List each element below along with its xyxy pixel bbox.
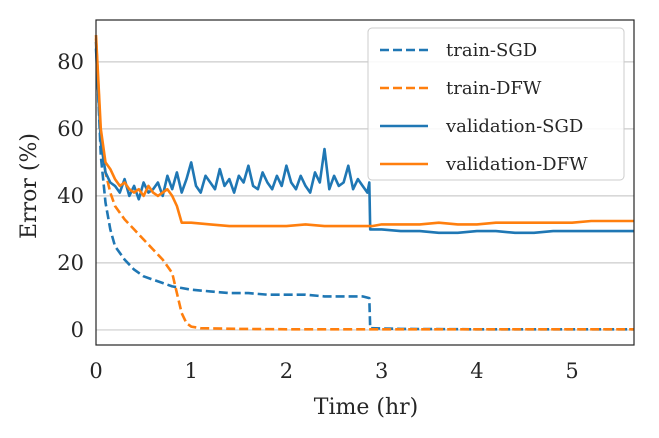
y-axis-label: Error (%) (17, 133, 42, 239)
y-tick-label: 20 (57, 251, 84, 275)
series-line-validation-sgd (94, 48, 634, 235)
x-axis-label: Time (hr) (314, 395, 418, 420)
x-tick-label: 3 (375, 359, 388, 383)
series-line-validation-dfw (94, 35, 634, 228)
y-tick-label: 0 (71, 318, 84, 342)
legend-label: train-SGD (446, 40, 537, 61)
legend: train-SGD train-DFW validation-SGD validati… (367, 27, 625, 181)
y-tick-label: 80 (57, 50, 84, 74)
axes-frame (95, 19, 635, 346)
legend-label: train-DFW (446, 78, 542, 99)
x-tick-label: 1 (185, 359, 198, 383)
y-tick-labels: 0 20 40 60 80 (57, 50, 84, 342)
x-tick-labels: 0 1 2 3 4 5 (89, 359, 578, 383)
series-line-train-dfw (94, 38, 634, 331)
plot-frame (95, 19, 635, 346)
legend-label: validation-SGD (445, 116, 583, 137)
y-tick-label: 60 (57, 117, 84, 141)
legend-box (367, 27, 625, 181)
series-lines (94, 35, 634, 331)
legend-label: validation-DFW (445, 154, 588, 175)
x-tick-label: 4 (470, 359, 483, 383)
x-tick-label: 2 (280, 359, 293, 383)
x-tick-label: 0 (89, 359, 102, 383)
x-tick-label: 5 (565, 359, 578, 383)
y-tick-label: 40 (57, 184, 84, 208)
series-line-train-sgd (94, 41, 634, 331)
